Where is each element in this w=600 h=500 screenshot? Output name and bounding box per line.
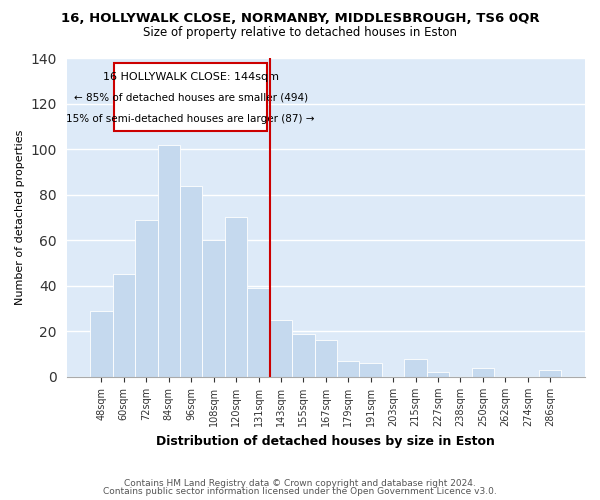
Bar	[314, 340, 337, 377]
Bar	[225, 218, 247, 377]
Bar	[113, 274, 135, 377]
Bar	[292, 334, 314, 377]
Y-axis label: Number of detached properties: Number of detached properties	[15, 130, 25, 305]
Text: 15% of semi-detached houses are larger (87) →: 15% of semi-detached houses are larger (…	[67, 114, 315, 124]
Text: Contains HM Land Registry data © Crown copyright and database right 2024.: Contains HM Land Registry data © Crown c…	[124, 478, 476, 488]
Bar	[404, 358, 427, 377]
Text: 16, HOLLYWALK CLOSE, NORMANBY, MIDDLESBROUGH, TS6 0QR: 16, HOLLYWALK CLOSE, NORMANBY, MIDDLESBR…	[61, 12, 539, 26]
Text: ← 85% of detached houses are smaller (494): ← 85% of detached houses are smaller (49…	[74, 93, 308, 103]
Text: 16 HOLLYWALK CLOSE: 144sqm: 16 HOLLYWALK CLOSE: 144sqm	[103, 72, 278, 82]
Bar	[427, 372, 449, 377]
Bar	[135, 220, 158, 377]
Bar	[337, 361, 359, 377]
Bar	[472, 368, 494, 377]
Bar	[180, 186, 202, 377]
Bar	[202, 240, 225, 377]
Bar	[359, 364, 382, 377]
FancyBboxPatch shape	[114, 62, 268, 131]
Bar	[270, 320, 292, 377]
Bar	[539, 370, 562, 377]
Text: Size of property relative to detached houses in Eston: Size of property relative to detached ho…	[143, 26, 457, 39]
Bar	[158, 144, 180, 377]
Bar	[247, 288, 270, 377]
Text: Contains public sector information licensed under the Open Government Licence v3: Contains public sector information licen…	[103, 487, 497, 496]
X-axis label: Distribution of detached houses by size in Eston: Distribution of detached houses by size …	[157, 434, 495, 448]
Bar	[90, 311, 113, 377]
